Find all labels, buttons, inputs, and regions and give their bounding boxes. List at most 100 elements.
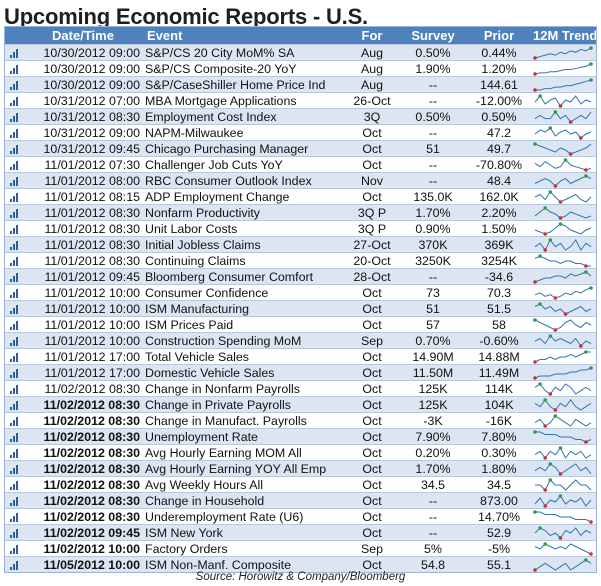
sparkline-low-marker: [543, 488, 547, 492]
signal-bars-icon[interactable]: [5, 413, 23, 428]
signal-bars-icon[interactable]: [5, 381, 23, 396]
sparkline-path: [534, 255, 591, 267]
signal-bars-icon[interactable]: [5, 397, 23, 412]
sparkline: [534, 94, 592, 108]
signal-bars-icon[interactable]: [5, 365, 23, 380]
table-row[interactable]: 10/30/2012 09:00 S&P/CaseShiller Home Pri…: [5, 76, 596, 92]
sparkline-high-marker: [558, 446, 563, 450]
sparkline: [534, 190, 592, 204]
event-cell: ISM Prices Paid: [145, 318, 234, 332]
signal-bars-icon[interactable]: [5, 109, 23, 124]
table-row[interactable]: 11/01/2012 10:00 ISM Prices Paid Oct 57 58: [5, 316, 596, 332]
table-row[interactable]: 11/01/2012 08:30 Nonfarm Productivity 3Q P…: [5, 204, 596, 220]
signal-bars-icon[interactable]: [5, 493, 23, 508]
signal-bars-icon[interactable]: [5, 301, 23, 316]
header-prior[interactable]: Prior: [483, 28, 515, 43]
table-row[interactable]: 11/01/2012 07:30 Challenger Job Cuts YoY O…: [5, 156, 596, 172]
table-row[interactable]: 10/30/2012 09:00 S&P/CS Composite-20 YoY A…: [5, 60, 596, 76]
table-row[interactable]: 11/01/2012 08:00 RBC Consumer Outlook Ind…: [5, 172, 596, 188]
signal-bars-icon[interactable]: [5, 477, 23, 492]
table-row[interactable]: 10/31/2012 07:00 MBA Mortgage Application…: [5, 92, 596, 108]
table-row[interactable]: 11/01/2012 10:00 ISM Manufacturing Oct 51 51…: [5, 300, 596, 316]
signal-bars-icon[interactable]: [5, 285, 23, 300]
signal-bars-icon[interactable]: [5, 349, 23, 364]
event-cell: ISM Manufacturing: [145, 302, 249, 316]
prior-cell: -0.60%: [479, 334, 519, 348]
header-datetime[interactable]: Date/Time: [52, 28, 114, 43]
signal-bars-icon[interactable]: [5, 445, 23, 460]
prior-cell: 114K: [484, 382, 514, 396]
signal-bars-icon[interactable]: [5, 557, 23, 572]
table-row[interactable]: 11/01/2012 09:45 Bloomberg Consumer Comfo…: [5, 268, 596, 284]
signal-bars-icon[interactable]: [5, 509, 23, 524]
trend-cell: [533, 173, 596, 188]
table-row[interactable]: 11/01/2012 17:00 Domestic Vehicle Sales Oc…: [5, 364, 596, 380]
signal-bars-icon[interactable]: [5, 173, 23, 188]
signal-bars-icon[interactable]: [5, 269, 23, 284]
table-row[interactable]: 11/02/2012 08:30 Avg Weekly Hours All Oct 3…: [5, 476, 596, 492]
table-row[interactable]: 11/01/2012 17:00 Total Vehicle Sales Oct 14…: [5, 348, 596, 364]
signal-bars-icon[interactable]: [5, 333, 23, 348]
sparkline-low-marker: [558, 216, 563, 220]
prior-cell: 48.4: [486, 174, 512, 188]
table-row[interactable]: 11/01/2012 10:00 Construction Spending Mo…: [5, 332, 596, 348]
header-event[interactable]: Event: [147, 28, 183, 43]
signal-bars-icon[interactable]: [5, 93, 23, 108]
table-row[interactable]: 11/02/2012 10:00 Factory Orders Sep 5% -5%: [5, 540, 596, 556]
sparkline: [534, 174, 592, 188]
signal-bars-icon[interactable]: [5, 157, 23, 172]
table-row[interactable]: 11/01/2012 10:00 Consumer Confidence Oct 73…: [5, 284, 596, 300]
table-row[interactable]: 11/01/2012 08:30 Initial Jobless Claims 27…: [5, 236, 596, 252]
signal-bars-icon[interactable]: [5, 125, 23, 140]
sparkline-low-marker: [579, 344, 583, 348]
sparkline: [534, 158, 592, 172]
prior-cell: 1.20%: [481, 62, 517, 76]
sparkline: [534, 206, 592, 220]
signal-bars-icon[interactable]: [5, 253, 23, 268]
sparkline-low-marker: [553, 296, 558, 300]
header-survey[interactable]: Survey: [411, 28, 455, 43]
prior-cell: -12.00%: [475, 94, 523, 108]
table-row[interactable]: 10/31/2012 08:30 Employment Cost Index 3Q 0…: [5, 108, 596, 124]
trend-cell: [533, 445, 596, 460]
signal-bars-icon[interactable]: [5, 461, 23, 476]
signal-bars-icon[interactable]: [5, 541, 23, 556]
table-row[interactable]: 10/30/2012 09:00 S&P/CS 20 City MoM% SA Au…: [5, 44, 596, 60]
table-row[interactable]: 11/01/2012 08:30 Continuing Claims 20-Oct 3…: [5, 252, 596, 268]
signal-bars-icon[interactable]: [5, 317, 23, 332]
signal-bars-icon[interactable]: [5, 237, 23, 252]
table-row[interactable]: 11/02/2012 09:45 ISM New York Oct -- 52.9: [5, 524, 596, 540]
table-row[interactable]: 11/02/2012 08:30 Avg Hourly Earning MOM A…: [5, 444, 596, 460]
signal-bars-icon[interactable]: [5, 429, 23, 444]
table-row[interactable]: 11/01/2012 08:30 Unit Labor Costs 3Q P 0.90…: [5, 220, 596, 236]
signal-bars-icon[interactable]: [5, 77, 23, 92]
table-row[interactable]: 11/01/2012 08:15 ADP Employment Change Oct…: [5, 188, 596, 204]
signal-bars-icon[interactable]: [5, 141, 23, 156]
signal-bars-icon[interactable]: [5, 45, 23, 60]
sparkline-path: [534, 495, 592, 507]
event-cell: Chicago Purchasing Manager: [145, 142, 309, 156]
table-row[interactable]: 11/02/2012 08:30 Change in Private Payrol…: [5, 396, 596, 412]
signal-bars-icon[interactable]: [5, 61, 23, 76]
table-row[interactable]: 11/02/2012 08:30 Change in Nonfarm Payrol…: [5, 380, 596, 396]
table-row[interactable]: 11/05/2012 10:00 ISM Non-Manf. Composite O…: [5, 556, 596, 572]
table-row[interactable]: 11/02/2012 08:30 Unemployment Rate Oct 7.90…: [5, 428, 596, 444]
header-for[interactable]: For: [361, 28, 383, 43]
signal-bars-icon[interactable]: [5, 189, 23, 204]
table-row[interactable]: 10/31/2012 09:00 NAPM-Milwaukee Oct -- 47.2: [5, 124, 596, 140]
for-cell: Oct: [362, 558, 382, 572]
signal-bars-icon[interactable]: [5, 525, 23, 540]
header-trend[interactable]: 12M Trend: [533, 28, 596, 43]
prior-cell: 14.88M: [478, 350, 520, 364]
sparkline-low-marker: [558, 472, 563, 476]
table-row[interactable]: 10/31/2012 09:45 Chicago Purchasing Manag…: [5, 140, 596, 156]
datetime-cell: 11/02/2012 08:30: [43, 494, 140, 508]
table-row[interactable]: 11/02/2012 08:30 Change in Household Oct --…: [5, 492, 596, 508]
table-row[interactable]: 11/02/2012 08:30 Change in Manufact. Payr…: [5, 412, 596, 428]
signal-bars-icon[interactable]: [5, 205, 23, 220]
signal-bars-icon[interactable]: [5, 221, 23, 236]
survey-cell: 51: [426, 302, 440, 316]
table-row[interactable]: 11/02/2012 08:30 Avg Hourly Earning YOY A…: [5, 460, 596, 476]
table-row[interactable]: 11/02/2012 08:30 Underemployment Rate (U6…: [5, 508, 596, 524]
sparkline-high-marker: [543, 398, 547, 402]
